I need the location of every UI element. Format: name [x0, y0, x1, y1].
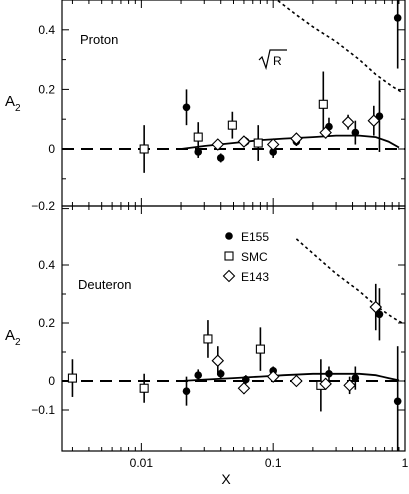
e155-point [393, 0, 402, 69]
smc-point [318, 71, 328, 138]
e143-point [211, 138, 225, 151]
e155-point [182, 89, 191, 126]
legend-label: SMC [241, 250, 268, 264]
e155-point [325, 366, 333, 381]
sqrt-r-letter: R [273, 54, 282, 68]
smc-point [253, 125, 263, 161]
top-ylabel: A2 [5, 93, 21, 114]
y-tick-label: 0.4 [38, 23, 55, 37]
y-tick-label: 0.4 [38, 258, 55, 272]
e143-point [290, 374, 303, 388]
sqrt-r-bound-curve [295, 238, 403, 324]
y-tick-label: −0.1 [31, 403, 55, 417]
e155-point [242, 375, 250, 384]
bottom-panel-frame [61, 205, 406, 452]
legend-entry-smc: SMC [224, 250, 268, 264]
x-tick-label: 0.01 [130, 456, 154, 470]
e155-point [216, 369, 225, 379]
smc-point [255, 327, 265, 371]
y-tick-label: 0 [48, 142, 55, 156]
e143-point [237, 381, 251, 395]
e143-point [211, 346, 225, 376]
model-curve [180, 134, 400, 150]
e143-point [319, 377, 332, 391]
legend-label: E143 [241, 270, 269, 284]
e155-point [351, 120, 360, 145]
e143-point [290, 132, 303, 145]
sqrt-r-annotation: R [258, 49, 287, 71]
e143-point [266, 370, 280, 383]
top-panel-frame [61, 0, 406, 207]
y-tick-label: 0 [48, 374, 55, 388]
legend-entry-e143: E143 [222, 269, 269, 284]
e143-point [319, 126, 332, 139]
smc-point [193, 122, 203, 152]
e155-point [375, 80, 384, 152]
smc-point [203, 320, 213, 358]
legend-entry-e155: E155 [225, 230, 269, 244]
e155-point [393, 346, 402, 451]
sqrt-r-bound-curve [275, 0, 403, 94]
y-tick-label: −0.2 [31, 199, 55, 213]
smc-point [227, 111, 237, 139]
proton-label: Proton [80, 32, 118, 47]
e155-point [194, 369, 203, 381]
y-tick-label: 0.2 [38, 316, 55, 330]
smc-point [139, 125, 149, 173]
e155-point [216, 153, 225, 163]
deuteron-label: Deuteron [78, 277, 131, 292]
x-axis-label: X [221, 471, 231, 487]
smc-point [139, 373, 149, 403]
x-tick-label: 0.1 [265, 456, 282, 470]
bottom-ylabel: A2 [5, 327, 21, 348]
e143-point [369, 283, 383, 331]
model-curve [180, 372, 400, 382]
e143-point [237, 135, 251, 148]
e155-point [182, 376, 191, 406]
e143-point [367, 105, 381, 136]
e155-point [375, 288, 384, 341]
e143-point [343, 376, 356, 395]
legend-label: E155 [241, 230, 269, 244]
x-tick-label: 1 [402, 456, 409, 470]
e143-point [266, 138, 280, 151]
smc-point [67, 359, 77, 397]
e143-point [341, 114, 355, 130]
y-tick-label: 0.2 [38, 82, 55, 96]
